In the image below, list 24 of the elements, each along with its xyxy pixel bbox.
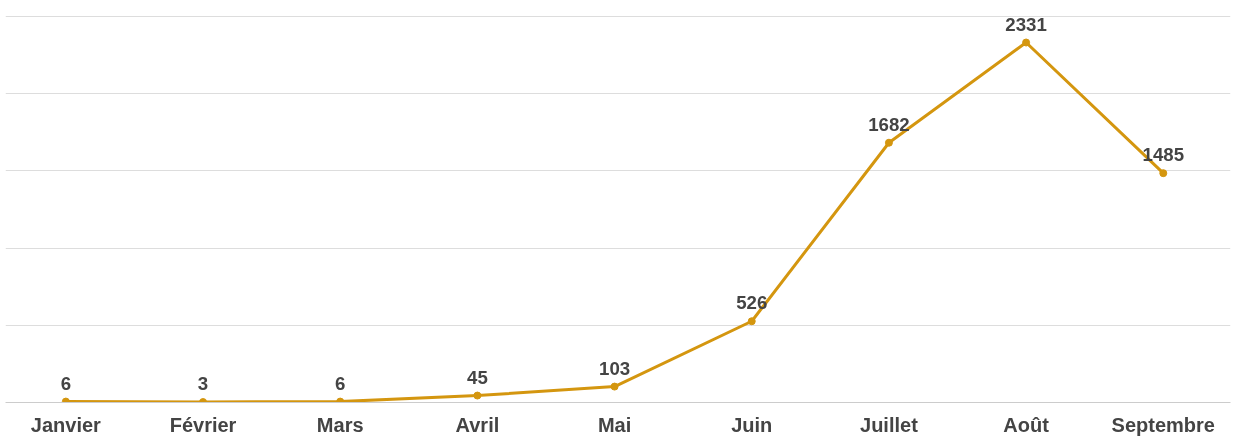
data-label: 1682 xyxy=(868,113,910,135)
x-tick-label: Septembre xyxy=(1111,413,1215,436)
point xyxy=(884,138,893,147)
data-label: 6 xyxy=(60,372,72,394)
point xyxy=(1159,169,1168,178)
point xyxy=(1022,38,1031,47)
x-tick-label: Février xyxy=(169,413,237,436)
point xyxy=(473,391,482,400)
data-label: 1485 xyxy=(1142,144,1185,166)
x-tick-label: Juin xyxy=(731,413,773,436)
x-tick-label: Janvier xyxy=(30,413,102,436)
x-tick-label: Août xyxy=(1003,413,1050,436)
point xyxy=(610,382,619,391)
data-label: 2331 xyxy=(1005,13,1047,35)
x-tick-label: Avril xyxy=(455,413,500,436)
x-tick-label: Mars xyxy=(316,413,364,436)
data-label: 45 xyxy=(467,366,488,388)
data-label: 103 xyxy=(599,357,631,379)
x-tick-label: Juillet xyxy=(860,413,919,436)
data-label: 526 xyxy=(736,292,768,314)
data-label: 3 xyxy=(197,373,209,395)
data-label: 6 xyxy=(335,372,346,394)
point xyxy=(747,317,756,326)
x-tick-label: Mai xyxy=(597,413,632,436)
